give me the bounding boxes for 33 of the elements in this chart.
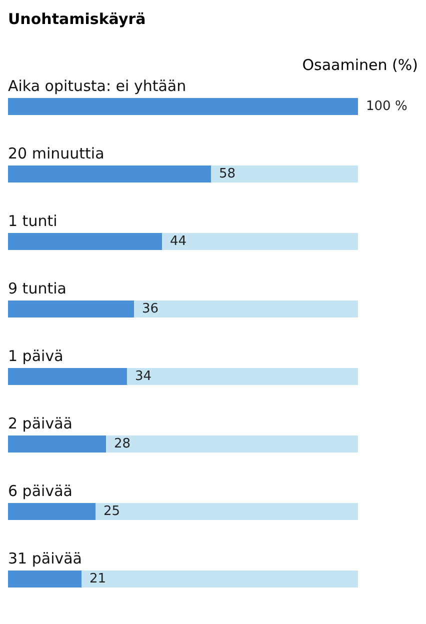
- data-label: 36: [142, 302, 159, 316]
- bar: [127, 368, 358, 385]
- bar: [106, 436, 358, 452]
- y-tick-label: 31 päivää: [8, 550, 82, 568]
- y-tick-label: 2 päivää: [8, 414, 72, 432]
- bar: [8, 166, 211, 182]
- y-tick-label: 1 päivä: [8, 347, 64, 365]
- y-tick-label: Aika opitusta: ei yhtään: [8, 77, 186, 95]
- bar: [8, 570, 82, 588]
- data-label: 28: [114, 436, 131, 452]
- bar: [82, 570, 358, 588]
- bar: [211, 166, 358, 182]
- y-tick-label: 6 päivää: [8, 482, 72, 500]
- bar: [134, 300, 358, 318]
- bar: [8, 98, 358, 115]
- x-axis-title: Osaaminen (%): [302, 56, 418, 74]
- y-tick-label: 9 tuntia: [8, 280, 66, 298]
- data-label: 44: [170, 234, 187, 249]
- bar: [8, 436, 106, 452]
- bar: [96, 503, 358, 520]
- bar: [8, 368, 127, 385]
- data-label: 21: [90, 572, 106, 586]
- data-label: 34: [135, 369, 152, 384]
- bar: [162, 233, 358, 250]
- data-label: 58: [219, 166, 236, 182]
- bar: [8, 503, 96, 520]
- y-tick-label: 1 tunti: [8, 212, 58, 230]
- data-label: 100 %: [366, 99, 408, 114]
- chart-title: Unohtamiskäyrä: [8, 10, 147, 28]
- bar: [8, 300, 134, 318]
- data-label: 25: [104, 504, 120, 519]
- bar: [8, 233, 162, 250]
- y-tick-label: 20 minuuttia: [8, 144, 104, 162]
